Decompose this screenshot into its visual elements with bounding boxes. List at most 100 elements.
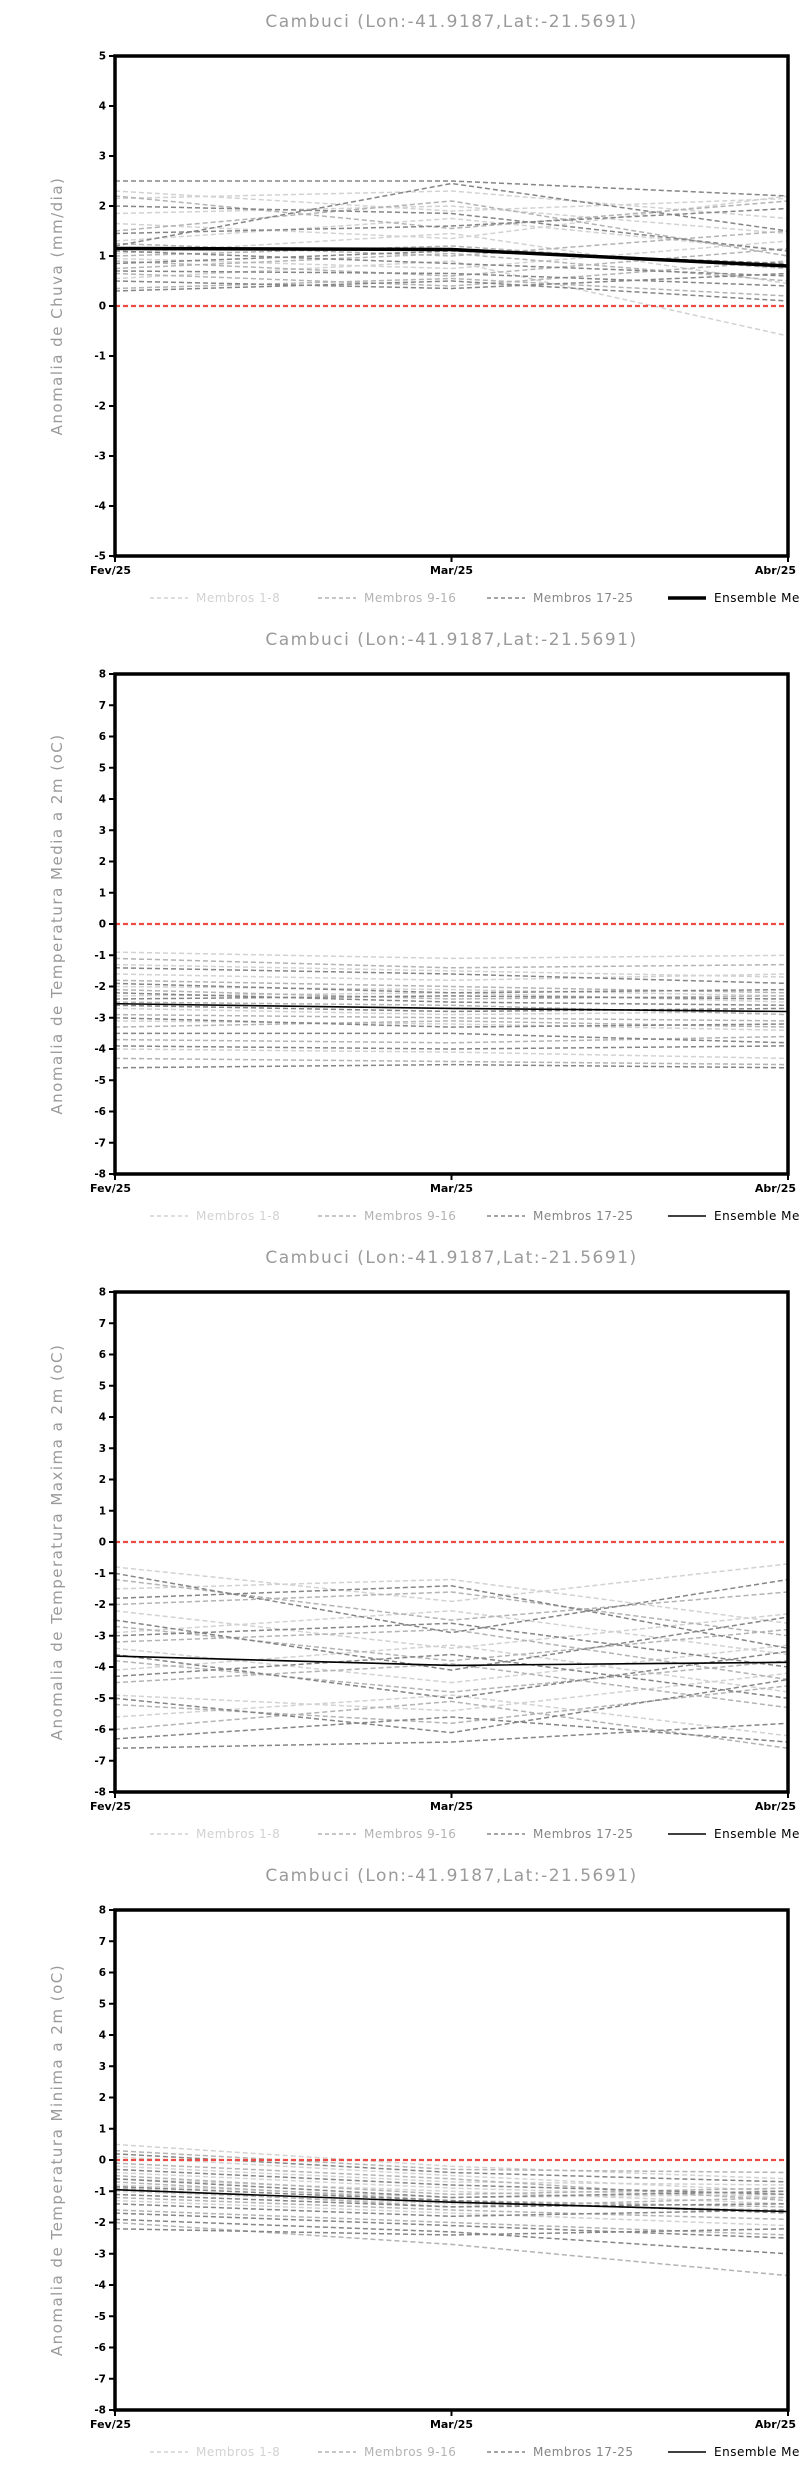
x-tick-label-2: Abr/25 — [755, 2418, 796, 2431]
chart-panel-min-temperature-anomaly: Cambuci (Lon:-41.9187,Lat:-21.5691) Anoma… — [0, 1854, 800, 2472]
y-tick-label: -6 — [94, 1106, 106, 1118]
member-line-member-22 — [114, 2203, 789, 2218]
y-tick-label: -4 — [94, 501, 106, 513]
y-tick-label: 7 — [99, 700, 106, 712]
legend-item-3: Ensemble Mean — [668, 1209, 800, 1223]
member-line-member-8 — [114, 260, 789, 337]
member-line-member-1 — [114, 1563, 789, 1603]
y-tick-label: -6 — [94, 2342, 106, 2354]
y-tick-label: 3 — [99, 825, 106, 837]
member-line-member-17 — [114, 2153, 789, 2183]
member-line-member-15 — [114, 260, 789, 287]
chart-title: Cambuci (Lon:-41.9187,Lat:-21.5691) — [265, 1866, 637, 1886]
member-line-member-14 — [114, 252, 789, 282]
member-line-member-9 — [114, 195, 789, 230]
member-line-member-15 — [114, 1685, 789, 1725]
member-line-member-24 — [114, 1716, 789, 1743]
y-tick-label: -8 — [94, 1169, 106, 1181]
y-tick-label: 8 — [99, 669, 106, 681]
y-tick-label: -5 — [94, 551, 106, 563]
ensemble-chart-1: Cambuci (Lon:-41.9187,Lat:-21.5691) Anoma… — [48, 12, 800, 605]
member-line-member-3 — [114, 2165, 789, 2186]
chart-panel-max-temperature-anomaly: Cambuci (Lon:-41.9187,Lat:-21.5691) Anoma… — [0, 1236, 800, 1854]
member-line-member-19 — [114, 205, 789, 252]
member-line-member-13 — [114, 1660, 789, 1693]
y-tick-label: 0 — [99, 301, 106, 313]
x-tick-label-0: Fev/25 — [90, 564, 131, 577]
member-line-member-23 — [114, 2212, 789, 2239]
legend-item-3: Ensemble Mean — [668, 2445, 800, 2459]
y-tick-label: -4 — [94, 1662, 106, 1674]
y-axis-label: Anomalia de Temperatura Media a 2m (oC) — [48, 733, 66, 1114]
ensemble-chart-4: Cambuci (Lon:-41.9187,Lat:-21.5691) Anoma… — [48, 1866, 800, 2459]
legend-item-0: Membros 1-8 — [150, 2445, 280, 2459]
x-tick-label-2: Abr/25 — [755, 1800, 796, 1813]
member-line-member-12 — [114, 1001, 789, 1016]
chart-panel-rain-anomaly: Cambuci (Lon:-41.9187,Lat:-21.5691) Anoma… — [0, 0, 800, 618]
legend-item-3: Ensemble Mean — [668, 591, 800, 605]
y-tick-label: -8 — [94, 1787, 106, 1799]
y-tick-label: 4 — [99, 2030, 106, 2042]
member-line-member-9 — [114, 957, 789, 969]
ensemble-chart-3: Cambuci (Lon:-41.9187,Lat:-21.5691) Anoma… — [48, 1248, 800, 1841]
y-tick-label: 0 — [99, 1537, 106, 1549]
legend-item-1: Membros 9-16 — [318, 591, 456, 605]
member-line-member-6 — [114, 1007, 789, 1016]
y-tick-label: -5 — [94, 1075, 106, 1087]
y-tick-label: -7 — [94, 1137, 106, 1149]
member-line-member-25 — [114, 1722, 789, 1750]
legend-item-3: Ensemble Mean — [668, 1827, 800, 1841]
y-tick-label: 4 — [99, 794, 106, 806]
legend-label: Membros 17-25 — [533, 591, 634, 605]
legend-item-0: Membros 1-8 — [150, 591, 280, 605]
ensemble-mean-line — [114, 246, 789, 268]
legend-label: Membros 17-25 — [533, 2445, 634, 2459]
chart-title: Cambuci (Lon:-41.9187,Lat:-21.5691) — [265, 630, 637, 650]
legend-item-1: Membros 9-16 — [318, 1209, 456, 1223]
y-tick-label: -1 — [94, 2186, 106, 2198]
legend-item-2: Membros 17-25 — [487, 1209, 633, 1223]
y-tick-label: -1 — [94, 1568, 106, 1580]
y-tick-label: 1 — [99, 2123, 106, 2135]
y-tick-label: -2 — [94, 401, 106, 413]
y-axis-label: Anomalia de Temperatura Maxima a 2m (oC) — [48, 1344, 66, 1741]
y-tick-label: 2 — [99, 201, 106, 213]
member-line-member-20 — [114, 1004, 789, 1013]
x-tick-label-1: Mar/25 — [430, 2418, 473, 2431]
y-tick-label: -7 — [94, 1755, 106, 1767]
y-tick-label: 6 — [99, 1349, 106, 1361]
x-tick-label-2: Abr/25 — [755, 1182, 796, 1195]
member-line-member-16 — [114, 2221, 789, 2277]
member-line-member-7 — [114, 1672, 789, 1712]
member-line-member-4 — [114, 985, 789, 997]
y-tick-label: -5 — [94, 2311, 106, 2323]
legend-label: Membros 9-16 — [364, 591, 456, 605]
y-tick-label: 0 — [99, 919, 106, 931]
y-tick-label: -1 — [94, 950, 106, 962]
y-tick-label: 4 — [99, 101, 106, 113]
member-line-member-8 — [114, 2199, 789, 2227]
legend-label: Ensemble Mean — [714, 2445, 800, 2459]
y-tick-label: -3 — [94, 1630, 106, 1642]
y-tick-label: 7 — [99, 1936, 106, 1948]
legend-label: Ensemble Mean — [714, 1827, 800, 1841]
member-line-member-11 — [114, 230, 789, 257]
member-line-member-1 — [114, 951, 789, 960]
y-tick-label: 4 — [99, 1412, 106, 1424]
member-line-member-14 — [114, 1663, 789, 1709]
x-tick-label-0: Fev/25 — [90, 1800, 131, 1813]
x-tick-label-1: Mar/25 — [430, 564, 473, 577]
y-tick-label: -2 — [94, 2217, 106, 2229]
member-line-member-21 — [114, 1017, 789, 1028]
member-line-member-25 — [114, 280, 789, 302]
member-line-member-20 — [114, 1622, 789, 1668]
y-tick-label: 5 — [99, 762, 106, 774]
legend-label: Membros 1-8 — [196, 1827, 280, 1841]
legend-label: Membros 9-16 — [364, 1827, 456, 1841]
y-tick-label: -1 — [94, 351, 106, 363]
y-tick-label: 1 — [99, 251, 106, 263]
member-line-member-21 — [114, 250, 789, 277]
member-line-member-11 — [114, 988, 789, 1000]
y-tick-label: 2 — [99, 2092, 106, 2104]
member-line-member-2 — [114, 190, 789, 220]
